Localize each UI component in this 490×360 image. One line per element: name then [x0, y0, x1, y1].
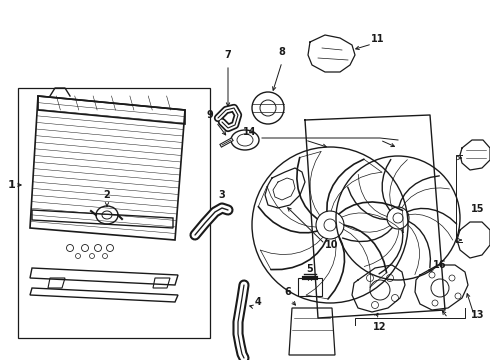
Text: 11: 11: [371, 34, 385, 44]
Bar: [18, 88, 210, 338]
Text: 15: 15: [471, 204, 485, 214]
Text: 5: 5: [307, 264, 314, 274]
Text: 1: 1: [8, 180, 16, 190]
Text: 10: 10: [325, 240, 339, 250]
Text: 14: 14: [243, 127, 257, 137]
Text: 2: 2: [103, 190, 110, 200]
Text: 7: 7: [224, 50, 231, 60]
Text: 6: 6: [285, 287, 292, 297]
Text: 4: 4: [255, 297, 261, 307]
Text: 16: 16: [433, 260, 447, 270]
Text: 9: 9: [207, 110, 213, 120]
Text: 8: 8: [278, 47, 286, 57]
Text: 12: 12: [373, 322, 387, 332]
Text: 3: 3: [219, 190, 225, 200]
Bar: [298, 278, 322, 296]
Text: 13: 13: [471, 310, 485, 320]
